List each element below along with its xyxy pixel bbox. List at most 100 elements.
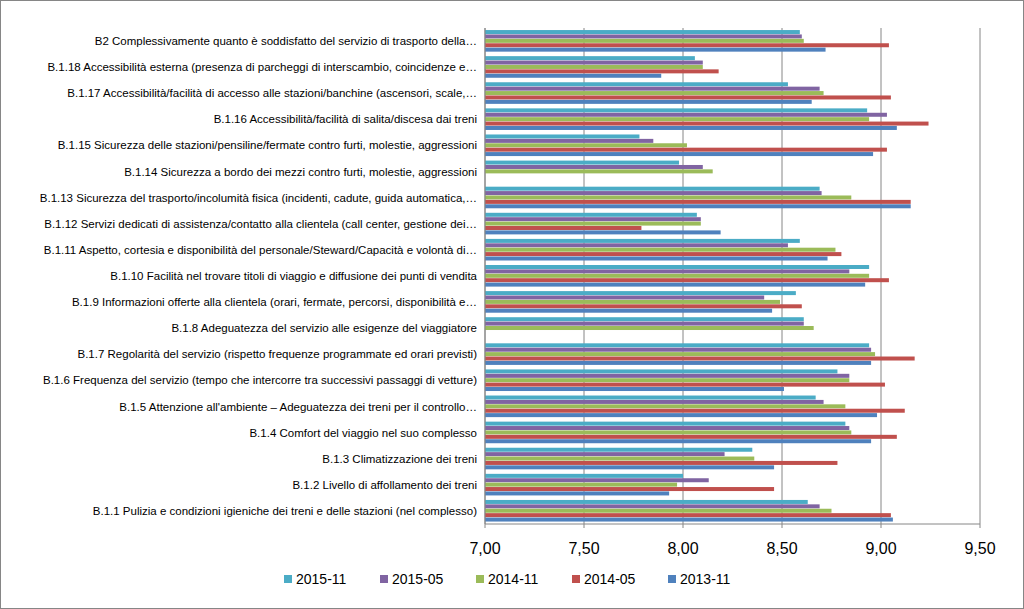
bar — [485, 217, 701, 221]
legend-label: 2014-05 — [584, 571, 636, 587]
bar — [485, 474, 683, 478]
bar — [485, 343, 869, 347]
grid-line — [485, 28, 486, 528]
bar — [485, 361, 871, 365]
category-label: B.1.17 Accessibilità/facilità di accesso… — [67, 87, 477, 99]
bar — [485, 169, 713, 173]
category-label: B.1.16 Accessibilità/facilità di salita/… — [214, 113, 477, 125]
category-label: B.1.14 Sicurezza a bordo dei mezzi contr… — [124, 166, 477, 178]
bar — [485, 69, 719, 73]
bar — [485, 309, 772, 313]
bar — [485, 30, 800, 34]
bar — [485, 204, 911, 208]
category-label: B.1.9 Informazioni offerte alla clientel… — [72, 296, 477, 308]
bar — [485, 74, 661, 78]
bar — [485, 113, 887, 117]
bar — [485, 465, 774, 469]
bar — [485, 148, 887, 152]
tick-label: 7,00 — [469, 540, 500, 557]
bar — [485, 265, 869, 269]
bar — [485, 387, 784, 391]
grid-line — [881, 28, 882, 528]
bar — [485, 509, 832, 513]
legend-swatch — [380, 575, 388, 583]
bar — [485, 435, 897, 439]
legend-swatch — [668, 575, 676, 583]
bar — [485, 43, 889, 47]
bar — [485, 439, 871, 443]
bar — [485, 139, 653, 143]
bar — [485, 187, 820, 191]
bar — [485, 222, 701, 226]
bar — [485, 248, 835, 252]
bar — [485, 39, 804, 43]
legend-label: 2013-11 — [680, 571, 731, 587]
bar — [485, 326, 814, 330]
legend-label: 2015-11 — [296, 571, 347, 587]
bar — [485, 413, 877, 417]
bar — [485, 396, 816, 400]
grid-line — [980, 28, 981, 528]
bar — [485, 513, 891, 517]
category-label: B.1.2 Livello di affollamento dei treni — [292, 479, 477, 491]
bar — [485, 378, 849, 382]
bar — [485, 269, 849, 273]
category-label: B2 Complessivamente quanto è soddisfatto… — [95, 35, 477, 47]
bar — [485, 348, 871, 352]
bar — [485, 87, 820, 91]
bar — [485, 48, 826, 52]
bars — [485, 30, 929, 521]
bar — [485, 317, 804, 321]
bar — [485, 82, 788, 86]
bar — [485, 322, 804, 326]
legend-swatch — [284, 575, 292, 583]
category-label: B.1.18 Accessibilità esterna (presenza d… — [47, 61, 477, 73]
bar — [485, 487, 774, 491]
bar — [485, 500, 808, 504]
bar — [485, 352, 875, 356]
bar — [485, 165, 703, 169]
bar — [485, 491, 669, 495]
legend-label: 2015-05 — [392, 571, 444, 587]
bar — [485, 457, 754, 461]
legend: 2015-112015-052014-112014-052013-11 — [284, 571, 731, 587]
bar — [485, 422, 845, 426]
bar — [485, 100, 812, 104]
bar — [485, 252, 841, 256]
category-label: B.1.3 Climatizzazione dei treni — [322, 453, 477, 465]
bar — [485, 152, 873, 156]
bar — [485, 56, 695, 60]
axis-line — [485, 28, 486, 524]
bar — [485, 404, 845, 408]
bar — [485, 256, 828, 260]
bar — [485, 504, 820, 508]
bar — [485, 126, 897, 130]
bar — [485, 291, 796, 295]
category-label: B.1.10 Facilità nel trovare titoli di vi… — [110, 270, 477, 282]
bar — [485, 122, 929, 126]
tick-label: 7,50 — [568, 540, 599, 557]
category-label: B.1.11 Aspetto, cortesia e disponibilità… — [44, 244, 477, 256]
bar — [485, 117, 869, 121]
bar — [485, 304, 802, 308]
bar — [485, 278, 889, 282]
grid — [485, 28, 980, 528]
bar — [485, 191, 822, 195]
bar — [485, 274, 869, 278]
bar — [485, 195, 851, 199]
bar — [485, 452, 725, 456]
bar — [485, 65, 703, 69]
legend-swatch — [572, 575, 580, 583]
bar — [485, 518, 893, 522]
category-label: B.1.7 Regolarità del servizio (rispetto … — [78, 348, 478, 360]
tick-label: 8,00 — [667, 540, 698, 557]
bar — [485, 91, 824, 95]
category-label: B.1.12 Servizi dedicati di assistenza/co… — [44, 218, 477, 230]
category-label: B.1.15 Sicurezza delle stazioni/pensilin… — [58, 139, 477, 151]
bar — [485, 383, 885, 387]
category-label: B.1.1 Pulizia e condizioni igieniche dei… — [93, 505, 477, 517]
bar — [485, 161, 679, 165]
tick-label: 9,00 — [865, 540, 896, 557]
bar — [485, 61, 703, 65]
bar — [485, 461, 837, 465]
